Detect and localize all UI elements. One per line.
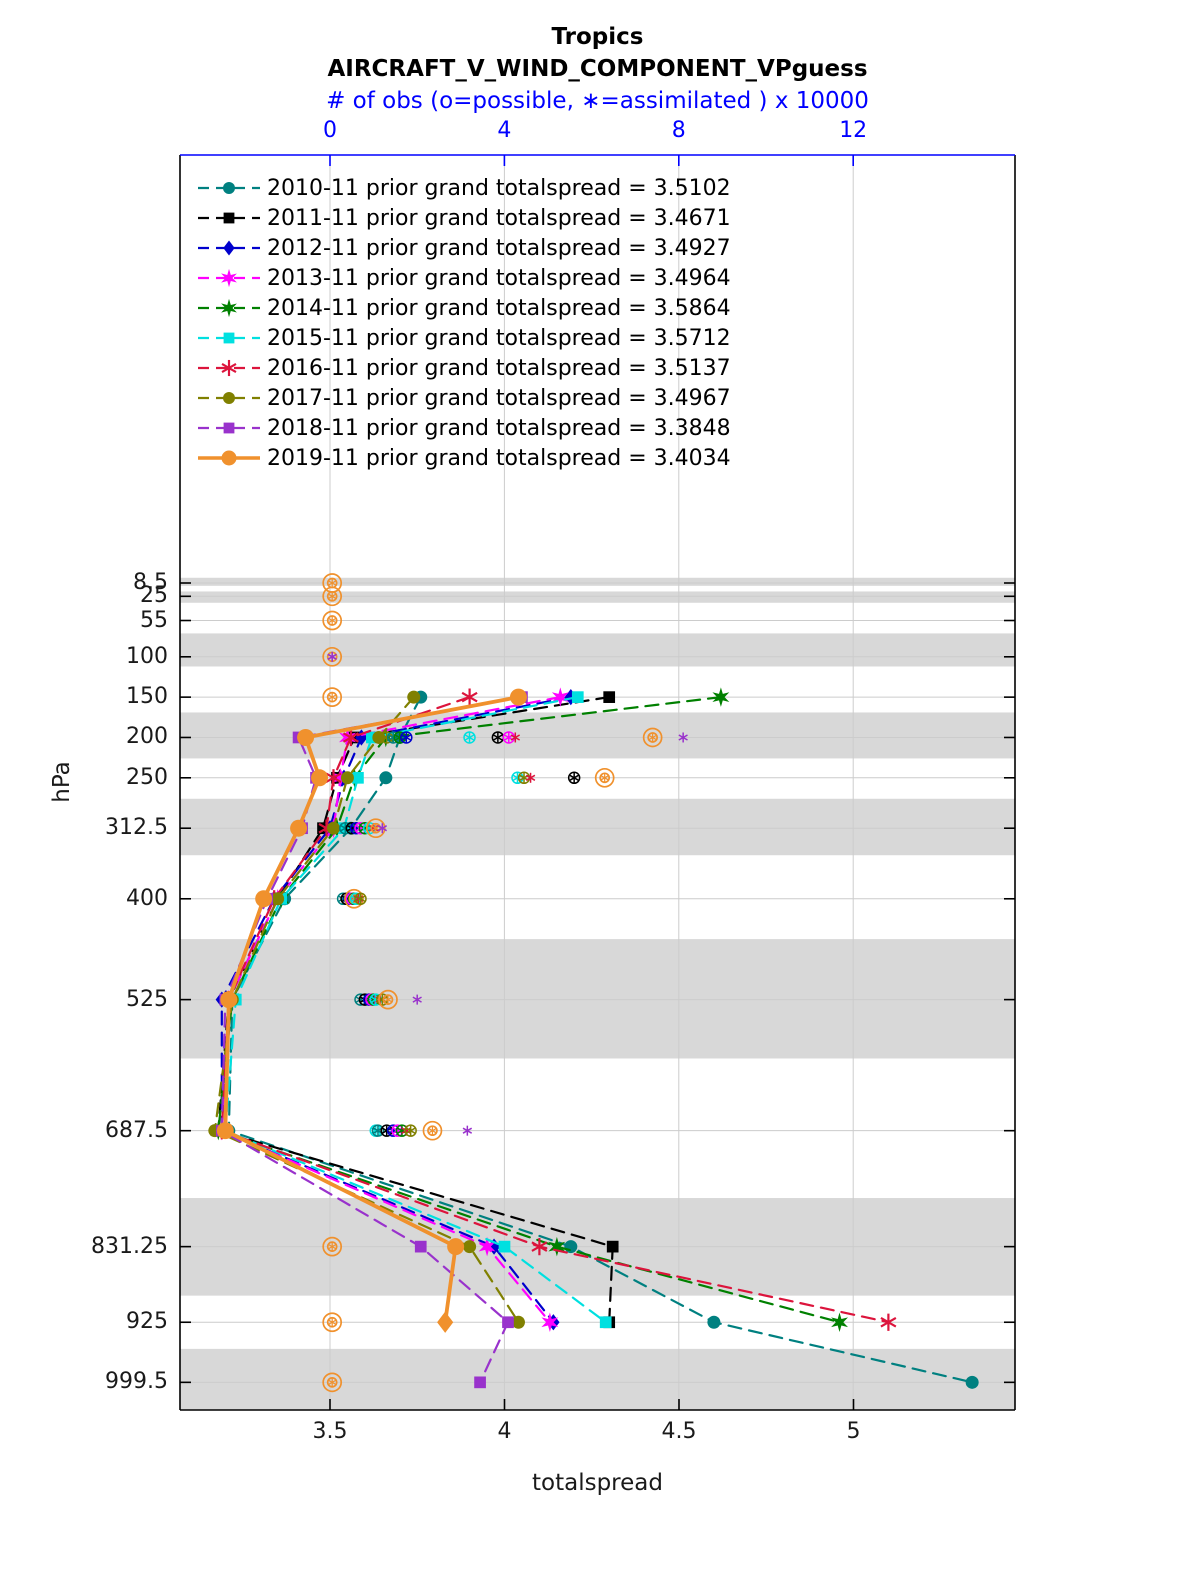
obs-tick-label: 4	[497, 118, 512, 143]
x-tick-label: 5	[846, 1419, 861, 1444]
legend-marker	[198, 422, 260, 434]
y-tick-label: 150	[126, 684, 168, 709]
legend-entry: 2013-11 prior grand totalspread = 3.4964	[196, 263, 731, 293]
x-axis-label: totalspread	[532, 1470, 663, 1496]
legend-marker	[198, 332, 260, 344]
legend-marker	[198, 268, 260, 288]
legend-entry: 2017-11 prior grand totalspread = 3.4967	[196, 383, 731, 413]
y-tick-label: 8.5	[133, 570, 168, 595]
legend-entry: 2010-11 prior grand totalspread = 3.5102	[196, 173, 731, 203]
y-tick-label: 999.5	[105, 1369, 168, 1394]
obs-tick-label: 8	[671, 118, 686, 143]
obs-tick-label: 12	[839, 118, 868, 143]
legend-label: 2014-11 prior grand totalspread = 3.5864	[267, 295, 731, 321]
legend-entry: 2012-11 prior grand totalspread = 3.4927	[196, 233, 731, 263]
legend-label: 2015-11 prior grand totalspread = 3.5712	[267, 325, 731, 351]
legend-marker	[198, 298, 260, 318]
chart-title: Tropics	[551, 24, 644, 50]
legend-entry: 2011-11 prior grand totalspread = 3.4671	[196, 203, 731, 233]
x-tick-label: 4	[497, 1419, 512, 1444]
y-tick-label: 925	[126, 1309, 168, 1334]
y-tick-label: 250	[126, 765, 168, 790]
legend-entry: 2019-11 prior grand totalspread = 3.4034	[196, 443, 731, 473]
legend-marker	[198, 392, 260, 404]
x-tick-label: 3.5	[312, 1419, 348, 1444]
legend-label: 2010-11 prior grand totalspread = 3.5102	[267, 175, 731, 201]
series-2019-11	[216, 688, 527, 1333]
y-tick-label: 687.5	[105, 1118, 168, 1143]
legend-marker	[198, 182, 260, 194]
legend-label: 2013-11 prior grand totalspread = 3.4964	[267, 265, 731, 291]
y-tick-label: 831.25	[91, 1234, 168, 1259]
legend-entry: 2014-11 prior grand totalspread = 3.5864	[196, 293, 731, 323]
legend-label: 2019-11 prior grand totalspread = 3.4034	[267, 445, 731, 471]
y-tick-label: 55	[140, 608, 168, 633]
y-axis-label: hPa	[49, 761, 75, 803]
x-tick-label: 4.5	[661, 1419, 697, 1444]
legend-entry: 2018-11 prior grand totalspread = 3.3848	[196, 413, 731, 443]
legend-marker	[198, 240, 260, 256]
obs-markers	[322, 573, 688, 1393]
legend-marker	[198, 450, 260, 466]
gridlines	[180, 155, 1015, 1410]
legend-label: 2018-11 prior grand totalspread = 3.3848	[267, 415, 731, 441]
legend-marker	[198, 359, 260, 377]
gray-bands	[180, 577, 1015, 1410]
y-tick-label: 400	[126, 886, 168, 911]
legend-label: 2011-11 prior grand totalspread = 3.4671	[267, 205, 731, 231]
legend-entry: 2016-11 prior grand totalspread = 3.5137	[196, 353, 731, 383]
axes	[179, 154, 1016, 1411]
obs-tick-label: 0	[323, 118, 337, 143]
y-tick-label: 100	[126, 644, 168, 669]
y-tick-label: 312.5	[105, 815, 168, 840]
obs-axis-label: # of obs (o=possible, ∗=assimilated ) x …	[326, 88, 869, 114]
chart-subtitle: AIRCRAFT_V_WIND_COMPONENT_VPguess	[327, 56, 868, 82]
y-tick-label: 525	[126, 987, 168, 1012]
legend-entry: 2015-11 prior grand totalspread = 3.5712	[196, 323, 731, 353]
legend-label: 2017-11 prior grand totalspread = 3.4967	[267, 385, 731, 411]
legend-label: 2012-11 prior grand totalspread = 3.4927	[267, 235, 731, 261]
legend-marker	[198, 212, 260, 224]
y-tick-label: 25	[140, 583, 168, 608]
legend: 2010-11 prior grand totalspread = 3.5102…	[196, 173, 731, 473]
y-tick-label: 200	[126, 724, 168, 749]
legend-label: 2016-11 prior grand totalspread = 3.5137	[267, 355, 731, 381]
